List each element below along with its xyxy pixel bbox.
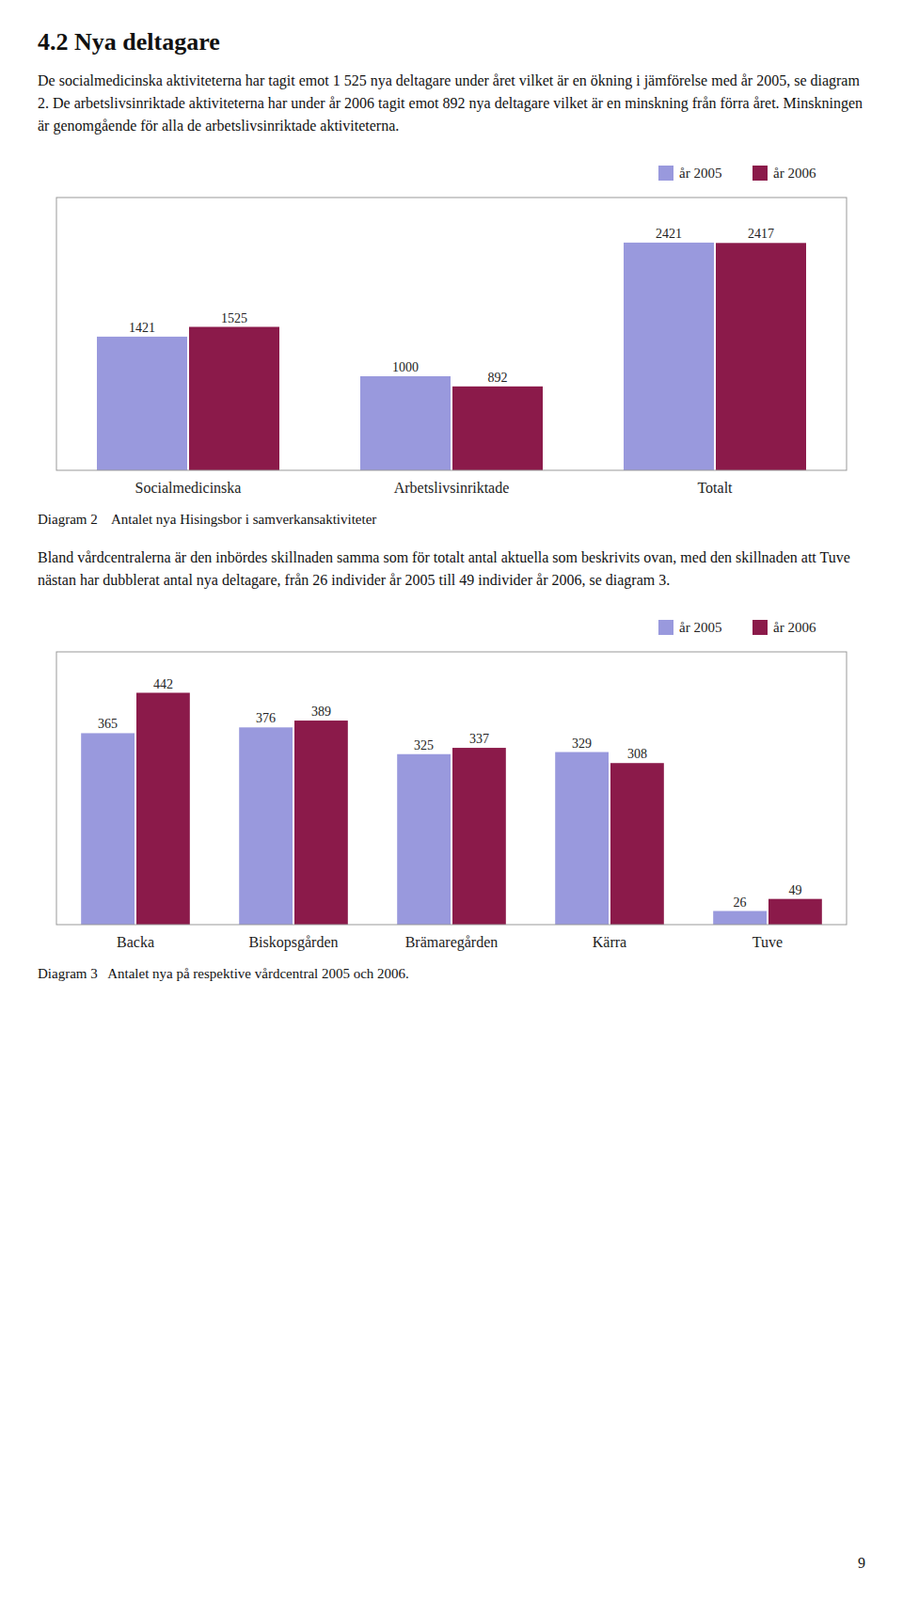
bars [96,242,807,471]
x-tick-label: Tuve [752,934,783,951]
legend-entry: år 2006 [773,619,817,635]
heading: 4.2 Nya deltagare [37,28,866,57]
bar-chart: 365 376 325 329 26 442 389 337 308 49 Backa Biskops… [37,604,866,963]
data-label: 329 [571,736,592,751]
data-label: 49 [788,883,802,898]
x-tick-label: Totalt [697,479,733,496]
bar [554,752,609,925]
data-label: 1421 [128,320,156,335]
bar-chart: 1421 1000 2421 1525 892 2417 Socialmedicinska A… [37,150,866,508]
bar [396,754,451,925]
bar [136,693,191,926]
data-labels: 1421 1000 2421 1525 892 2417 [128,226,775,385]
x-tick-label: Brämaregården [405,934,499,951]
legend-swatch [752,165,768,181]
legend: år 2005 år 2006 [658,165,817,181]
legend-entry: år 2006 [773,165,817,181]
x-tick-label: Biskopsgården [248,934,338,951]
data-label: 442 [153,677,174,692]
legend-swatch [658,619,674,635]
data-label: 1000 [392,360,419,375]
bar [452,386,543,471]
bar [294,720,349,925]
bar [360,376,451,471]
data-label: 389 [311,704,332,719]
body-text: Bland vårdcentralerna är den inbördes sk… [37,546,866,592]
bar [610,762,665,925]
x-tick-label: Backa [116,934,155,951]
plot-frame [56,197,847,471]
bar [712,911,767,926]
bar [80,732,135,925]
bar [189,327,280,472]
data-label: 1525 [221,311,248,326]
chart-caption: Diagram 2 Antalet nya Hisingsbor i samve… [37,511,866,528]
plot-frame [56,651,847,925]
data-label: 26 [733,895,747,910]
bar [238,727,293,925]
data-labels: 365 376 325 329 26 442 389 337 308 49 [97,677,802,910]
data-label: 2421 [655,226,682,241]
bars [80,693,823,926]
data-label: 2417 [747,226,775,241]
x-tick-label: Arbetslivsinriktade [394,479,510,496]
bar [715,242,807,471]
body-text: De socialmedicinska aktiviteterna har ta… [37,69,866,138]
x-tick-label: Kärra [592,934,627,951]
data-label: 376 [255,711,276,726]
legend-entry: år 2005 [679,619,722,635]
bar [452,747,507,925]
data-label: 337 [469,731,490,746]
chart-caption: Diagram 3 Antalet nya på respektive vård… [37,966,866,983]
page-number: 9 [857,1554,866,1572]
bar [623,242,714,471]
data-label: 365 [97,716,118,731]
legend-swatch [752,619,768,635]
data-label: 892 [488,370,508,385]
legend-entry: år 2005 [679,165,722,181]
legend-swatch [658,165,674,181]
data-label: 325 [413,738,434,753]
legend: år 2005 år 2006 [658,619,817,635]
data-label: 308 [627,746,648,761]
bar [768,899,823,925]
bar [96,336,188,471]
x-tick-label: Socialmedicinska [135,479,242,496]
